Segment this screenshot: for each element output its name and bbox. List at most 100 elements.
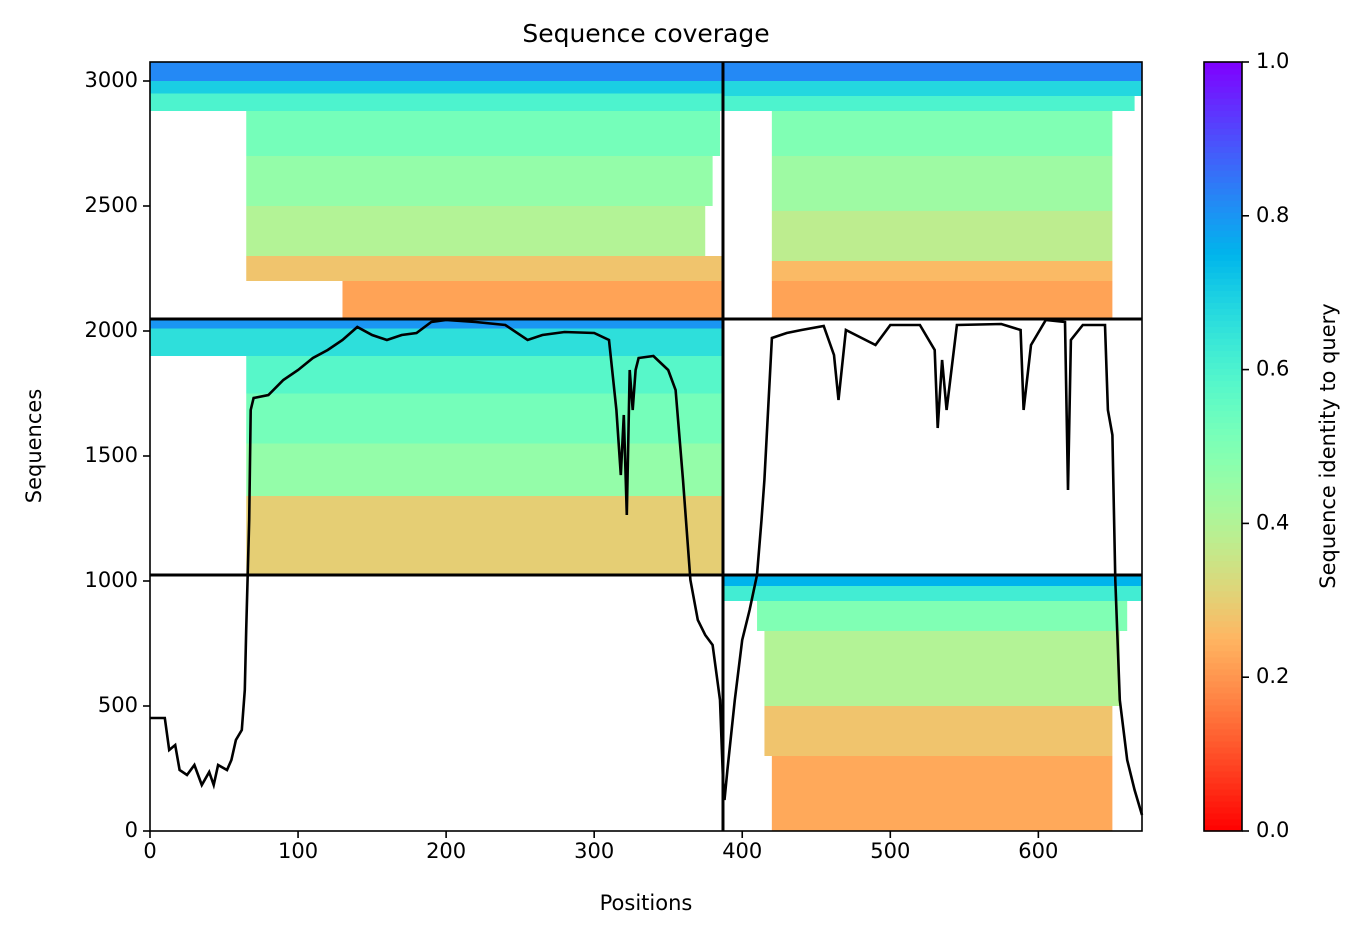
coverage-cell — [771, 261, 1113, 281]
coverage-cell — [722, 96, 1135, 111]
colorbar-swatch — [1204, 500, 1242, 508]
coverage-cell — [771, 756, 1113, 831]
colorbar-swatch — [1204, 470, 1242, 478]
colorbar-swatch — [1204, 548, 1242, 556]
y-tick-label: 3000 — [85, 68, 138, 92]
coverage-cell — [246, 496, 723, 575]
colorbar-swatch — [1204, 158, 1242, 165]
colorbar-swatch — [1204, 638, 1242, 646]
colorbar-swatch — [1204, 62, 1242, 69]
colorbar-swatch — [1204, 290, 1242, 297]
colorbar-swatch — [1204, 482, 1242, 490]
colorbar-swatch — [1204, 476, 1242, 484]
coverage-cell — [722, 81, 1142, 96]
x-tick-label: 100 — [278, 839, 318, 863]
coverage-cell — [771, 281, 1113, 319]
coverage-line — [150, 318, 1144, 816]
coverage-cell — [150, 319, 723, 329]
colorbar-swatch — [1204, 578, 1242, 586]
colorbar-swatch — [1204, 626, 1242, 634]
colorbar-swatch — [1204, 218, 1242, 225]
colorbar-swatch — [1204, 452, 1242, 460]
colorbar-tick-label: 0.4 — [1256, 510, 1289, 534]
colorbar-swatch — [1204, 332, 1242, 339]
colorbar-swatch — [1204, 530, 1242, 538]
coverage-cell — [771, 211, 1113, 261]
colorbar-tick-label: 0.8 — [1256, 203, 1289, 227]
coverage-cell — [246, 256, 723, 281]
coverage-cell — [246, 111, 721, 156]
colorbar-swatch — [1204, 632, 1242, 640]
colorbar-swatch — [1204, 404, 1242, 412]
y-tick-label: 500 — [98, 693, 138, 717]
colorbar-swatch — [1204, 98, 1242, 105]
colorbar-swatch — [1204, 770, 1242, 778]
coverage-cell — [246, 393, 723, 444]
colorbar-swatch — [1204, 554, 1242, 562]
y-tick-label: 0 — [125, 818, 138, 842]
colorbar-swatch — [1204, 806, 1242, 814]
colorbar-swatch — [1204, 122, 1242, 129]
colorbar-swatch — [1204, 350, 1242, 357]
colorbar-swatch — [1204, 374, 1242, 382]
colorbar-swatch — [1204, 512, 1242, 520]
colorbar-swatch — [1204, 464, 1242, 472]
colorbar-swatch — [1204, 146, 1242, 153]
coverage-cell — [764, 631, 1120, 706]
colorbar-swatch — [1204, 416, 1242, 424]
colorbar-swatch — [1204, 314, 1242, 321]
colorbar-swatch — [1204, 740, 1242, 748]
y-tick-label: 1000 — [85, 568, 138, 592]
coverage-cell — [722, 575, 1142, 586]
colorbar-swatch — [1204, 620, 1242, 628]
colorbar-swatch — [1204, 644, 1242, 652]
colorbar-swatch — [1204, 338, 1242, 345]
colorbar-swatch — [1204, 344, 1242, 351]
x-tick-label: 400 — [722, 839, 762, 863]
colorbar-swatch — [1204, 824, 1242, 832]
colorbar-frame — [1203, 61, 1243, 832]
coverage-cell — [150, 81, 723, 94]
coverage-cell — [757, 601, 1128, 631]
colorbar-swatch — [1204, 458, 1242, 466]
colorbar-swatch — [1204, 362, 1242, 369]
y-axis-label: Sequences — [22, 389, 46, 504]
colorbar-swatch — [1204, 326, 1242, 333]
colorbar-swatch — [1204, 164, 1242, 171]
x-tick-label: 0 — [143, 839, 156, 863]
colorbar-swatch — [1204, 524, 1242, 532]
colorbar-swatch — [1204, 104, 1242, 111]
colorbar-swatch — [1204, 224, 1242, 231]
colorbar-tick-label: 1.0 — [1256, 49, 1289, 73]
colorbar-swatch — [1204, 236, 1242, 243]
coverage-cell — [342, 281, 723, 319]
colorbar-swatch — [1204, 140, 1242, 147]
colorbar-swatch — [1204, 182, 1242, 189]
colorbar-swatch — [1204, 380, 1242, 388]
coverage-cell — [150, 328, 723, 356]
x-tick-label: 300 — [574, 839, 614, 863]
colorbar-swatch — [1204, 392, 1242, 400]
colorbar-swatch — [1204, 764, 1242, 772]
coverage-cell — [246, 356, 723, 394]
colorbar-swatch — [1204, 602, 1242, 610]
colorbar-swatch — [1204, 296, 1242, 303]
colorbar-swatch — [1204, 590, 1242, 598]
colorbar-swatch — [1204, 194, 1242, 201]
colorbar-swatch — [1204, 212, 1242, 219]
colorbar-swatch — [1204, 170, 1242, 177]
colorbar-swatch — [1204, 302, 1242, 309]
colorbar-swatch — [1204, 596, 1242, 604]
coverage-cell — [771, 111, 1113, 156]
colorbar-swatch — [1204, 782, 1242, 790]
colorbar-swatch — [1204, 488, 1242, 496]
colorbar-swatch — [1204, 200, 1242, 207]
colorbar-swatch — [1204, 134, 1242, 141]
colorbar-swatch — [1204, 398, 1242, 406]
colorbar-swatch — [1204, 110, 1242, 117]
colorbar-swatch — [1204, 266, 1242, 273]
colorbar-swatch — [1204, 320, 1242, 327]
colorbar-swatch — [1204, 716, 1242, 724]
colorbar-swatch — [1204, 128, 1242, 135]
colorbar-swatch — [1204, 428, 1242, 436]
